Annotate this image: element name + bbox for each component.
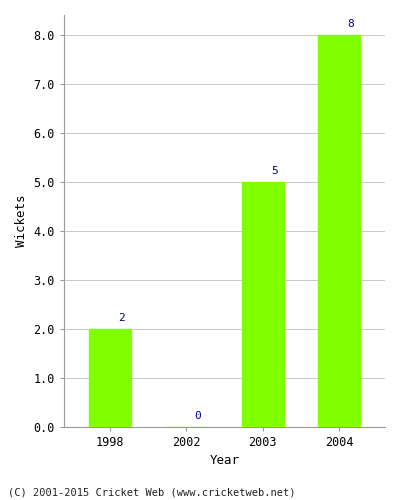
Bar	[242, 182, 284, 427]
Text: 5: 5	[271, 166, 278, 176]
Text: 8: 8	[347, 18, 354, 28]
Text: (C) 2001-2015 Cricket Web (www.cricketweb.net): (C) 2001-2015 Cricket Web (www.cricketwe…	[8, 488, 296, 498]
Bar	[89, 329, 131, 427]
Text: 0: 0	[194, 411, 201, 421]
Y-axis label: Wickets: Wickets	[15, 194, 28, 247]
Bar	[318, 34, 360, 427]
Text: 2: 2	[118, 313, 125, 323]
X-axis label: Year: Year	[210, 454, 240, 468]
